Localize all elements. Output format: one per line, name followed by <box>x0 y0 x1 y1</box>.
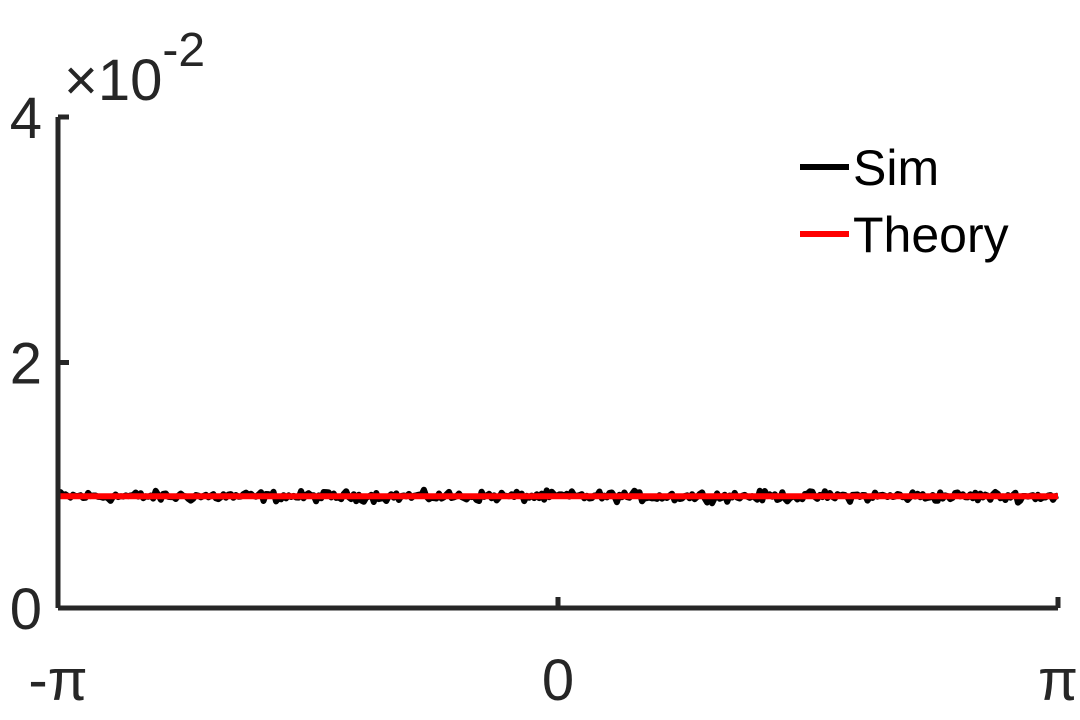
x-tick-label: π <box>1038 648 1078 713</box>
x-tick-label: 0 <box>542 648 574 713</box>
y-tick-label: 0 <box>10 577 42 642</box>
legend-label-sim: Sim <box>853 140 939 196</box>
y-axis-scale-label: ×10-2 <box>64 24 205 113</box>
y-tick-label: 4 <box>10 86 42 151</box>
legend: Sim Theory <box>800 140 1009 263</box>
legend-label-theory: Theory <box>853 207 1009 263</box>
y-tick-label: 2 <box>10 332 42 397</box>
plot-area <box>55 486 1059 507</box>
x-tick-label: -π <box>28 648 87 713</box>
